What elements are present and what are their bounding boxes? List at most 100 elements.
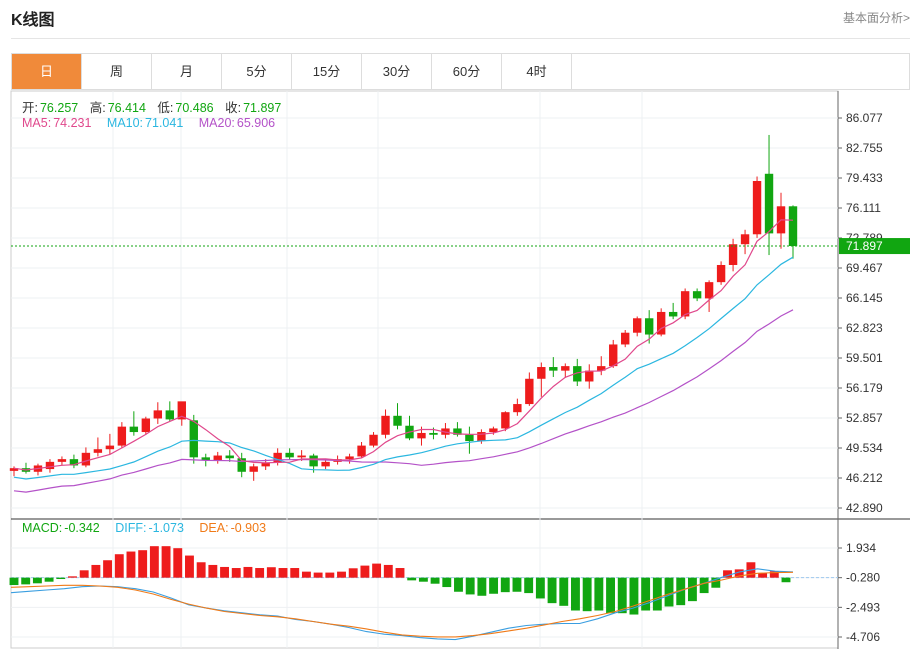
ma5-value: 74.231 xyxy=(53,116,92,130)
macd-bar xyxy=(699,577,709,594)
macd-bar xyxy=(196,562,206,578)
candle-body xyxy=(752,181,762,235)
macd-bar xyxy=(547,577,557,604)
macd-bar xyxy=(594,577,604,611)
candle-body xyxy=(633,318,642,333)
candle-body xyxy=(153,410,163,419)
close-label: 收: xyxy=(225,101,242,115)
fundamental-analysis-link[interactable]: 基本面分析> xyxy=(842,11,910,25)
macd-bar xyxy=(325,572,335,578)
last-price-tag xyxy=(839,238,910,255)
tab-day[interactable]: 日 xyxy=(12,54,82,89)
candle-body xyxy=(177,401,186,420)
ohlc-readout: 开: 76.257 高: 76.414 低: 70.486 收: 71.897 xyxy=(22,97,283,116)
price-tick-label: 62.823 xyxy=(846,321,883,335)
macd-bar xyxy=(489,577,499,594)
candle-body xyxy=(57,459,67,462)
macd-bar xyxy=(278,568,288,578)
macd-bar xyxy=(512,577,522,592)
macd-bar xyxy=(91,564,101,578)
macd-bar xyxy=(711,577,721,588)
candle-body xyxy=(668,311,678,317)
macd-bar xyxy=(68,576,77,578)
tab-month[interactable]: 月 xyxy=(152,54,222,89)
candle-body xyxy=(93,449,103,453)
macd-bar xyxy=(208,564,218,578)
macd-bar xyxy=(559,577,569,606)
macd-bar xyxy=(430,577,440,584)
macd-label: MACD: xyxy=(22,521,63,535)
candle-body xyxy=(381,415,390,435)
macd-bar xyxy=(313,572,323,578)
ma-readout: MA5: 74.231 MA10: 71.041 MA20: 65.906 xyxy=(22,116,277,130)
tab-week[interactable]: 周 xyxy=(82,54,152,89)
macd-bar xyxy=(149,546,159,578)
candle-body xyxy=(549,367,558,371)
candle-body xyxy=(585,370,594,382)
candle-body xyxy=(788,206,798,247)
macd-bar xyxy=(524,577,534,594)
candle-body xyxy=(621,332,630,345)
macd-bar xyxy=(9,577,19,586)
price-tick-label: 69.467 xyxy=(846,261,883,275)
tab-4hour[interactable]: 4时 xyxy=(502,54,572,89)
candle-body xyxy=(716,264,726,283)
tab-15min[interactable]: 15分 xyxy=(292,54,362,89)
diff-label: DIFF: xyxy=(115,521,147,535)
price-tick-label: 42.890 xyxy=(846,501,883,515)
macd-bar xyxy=(337,571,346,578)
candle-body xyxy=(165,410,174,420)
price-tick-label: 59.501 xyxy=(846,351,883,365)
candle-body xyxy=(105,445,115,450)
candle-body xyxy=(489,428,498,433)
candle-body xyxy=(369,434,378,446)
macd-bar xyxy=(664,577,674,607)
macd-bar xyxy=(79,570,89,578)
candle-body xyxy=(417,432,426,439)
candle-body xyxy=(429,432,438,435)
macd-bar xyxy=(21,577,31,585)
tab-30min[interactable]: 30分 xyxy=(362,54,432,89)
macd-bar xyxy=(290,568,300,578)
macd-bar xyxy=(383,564,393,578)
tab-5min[interactable]: 5分 xyxy=(222,54,292,89)
macd-bar xyxy=(465,577,475,595)
last-price-tag-label: 71.897 xyxy=(846,239,883,253)
macd-bar xyxy=(103,560,113,578)
candle-body xyxy=(201,457,210,461)
candle-body xyxy=(573,366,582,382)
candle-body xyxy=(692,291,702,299)
close-value: 71.897 xyxy=(243,101,282,115)
candle-body xyxy=(213,455,222,461)
candle-body xyxy=(81,452,91,466)
dea-value: -0.903 xyxy=(230,521,267,535)
macd-bar xyxy=(535,577,545,599)
ma10-line xyxy=(13,256,794,480)
candle-body xyxy=(357,445,366,457)
price-tick-label: 56.179 xyxy=(846,381,883,395)
open-value: 76.257 xyxy=(39,101,79,115)
price-tick-label: 82.755 xyxy=(846,141,883,155)
candle-body xyxy=(764,173,774,234)
macd-bar xyxy=(606,577,615,614)
macd-bar xyxy=(687,577,697,602)
macd-bar xyxy=(372,563,382,578)
candle-body xyxy=(321,461,330,467)
price-tick-label: 66.145 xyxy=(846,291,883,305)
macd-bar xyxy=(652,577,662,611)
tab-60min[interactable]: 60分 xyxy=(432,54,502,89)
macd-bar xyxy=(758,572,768,578)
candle-body xyxy=(740,234,750,245)
candle-body xyxy=(309,455,318,467)
price-tick-label: 86.077 xyxy=(846,111,883,125)
ma20-value: 65.906 xyxy=(236,116,276,130)
candle-body xyxy=(465,434,474,442)
candle-body xyxy=(297,455,306,458)
candle-body xyxy=(249,466,258,472)
macd-bar xyxy=(781,577,791,583)
price-tick-label: 52.857 xyxy=(846,411,883,425)
candle-body xyxy=(597,366,606,371)
price-tick-label: 76.111 xyxy=(846,201,881,215)
diff-value: -1.073 xyxy=(148,521,184,535)
price-tick-label: 46.212 xyxy=(846,471,883,485)
